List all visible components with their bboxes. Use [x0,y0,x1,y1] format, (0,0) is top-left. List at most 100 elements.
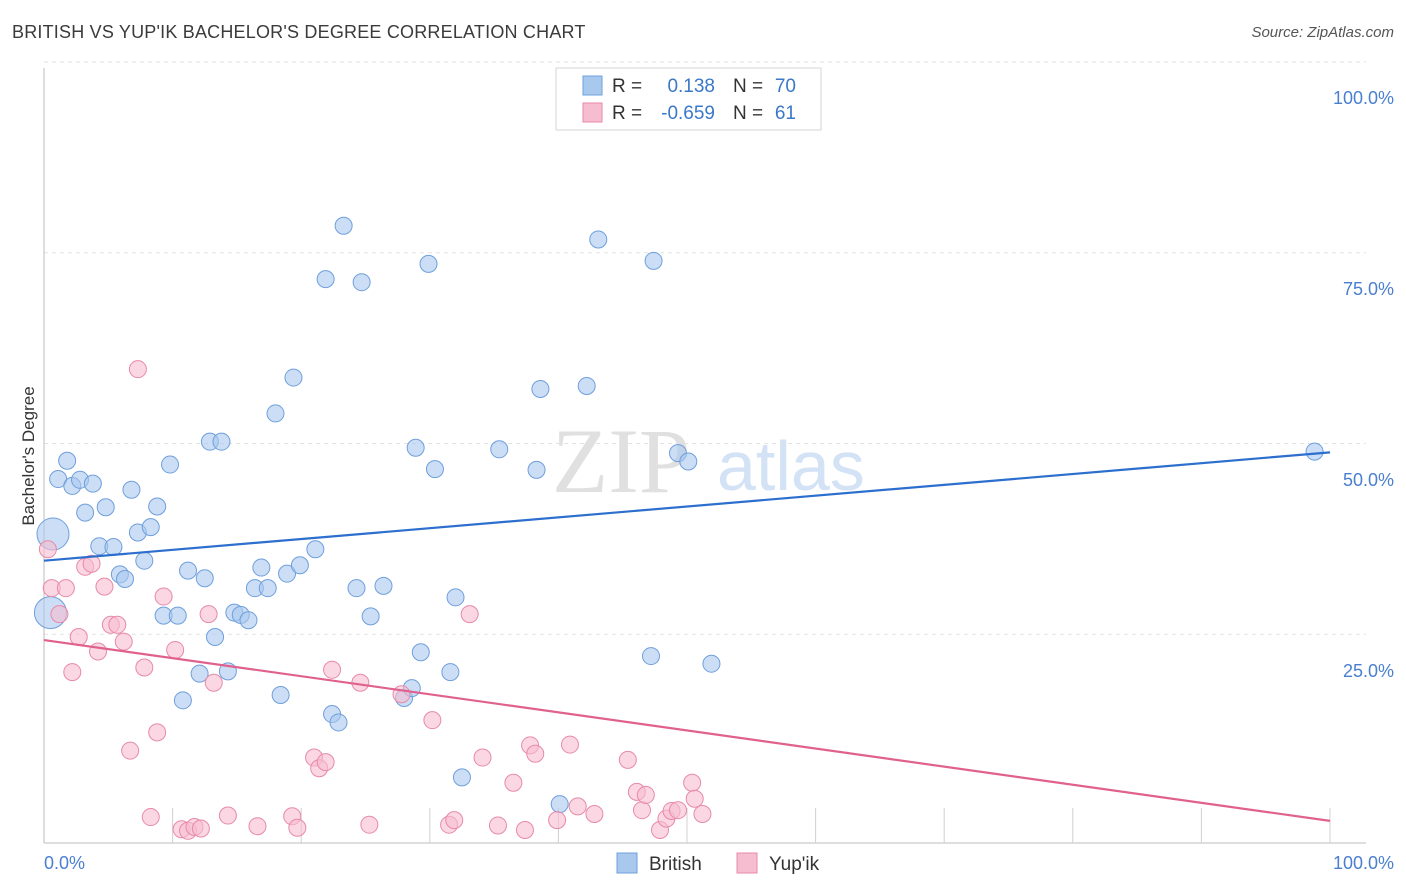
british-point [490,440,509,459]
british-point [258,579,277,598]
yupik-point [568,797,587,816]
british-point [550,795,569,814]
yupik-point [460,605,479,624]
gridlines [44,61,1366,635]
british-stats-swatch [582,75,603,96]
british-r-value: 0.138 [667,76,715,97]
british-point [641,647,660,666]
british-point [76,503,95,522]
british-point [239,611,258,630]
yupik-point [121,741,140,760]
british-point [290,556,309,575]
yupik-point [618,750,637,769]
british-point [206,627,225,646]
yupik-point [683,773,702,792]
yupik-point [154,587,173,606]
british-point [702,654,721,673]
yupik-point [392,685,411,704]
x-tick-label-100: 100.0% [1333,853,1394,873]
yupik-point [515,821,534,840]
british-r-label: R = [612,76,642,97]
yupik-point [128,360,147,379]
british-point [168,606,187,625]
british-point [679,452,698,471]
british-point [406,438,425,457]
legend-british-label: British [649,854,702,875]
british-point [374,576,393,595]
british-point [329,713,348,732]
yupik-point [166,640,185,659]
yupik-point [323,660,342,679]
chart-title: BRITISH VS YUP'IK BACHELOR'S DEGREE CORR… [12,22,586,42]
yupik-point [685,789,704,808]
y-tick-label-100: 100.0% [1333,88,1394,108]
british-point [122,480,141,499]
british-point [531,380,550,399]
x-axis-ticks [172,808,1331,843]
yupik-point [148,723,167,742]
british-point [266,404,285,423]
yupik-point [95,577,114,596]
yupik-point [135,658,154,677]
yupik-point [218,806,237,825]
british-point [284,368,303,387]
british-point [58,451,77,470]
british-point [316,270,335,289]
yupik-point [632,801,651,820]
yupik-n-label: N = [733,103,763,124]
yupik-point [69,627,88,646]
british-point [419,254,438,273]
british-point [446,588,465,607]
british-point [334,216,353,235]
yupik-point [445,811,464,830]
british-point [83,474,102,493]
legend-yupik-label: Yup'ik [769,854,820,875]
british-point [212,432,231,451]
yupik-point [56,579,75,598]
stats-box: R = 0.138 N = 70 R = -0.659 N = 61 [555,67,822,131]
british-point [278,564,297,583]
british-point [148,497,167,516]
british-point [527,460,546,479]
yupik-r-value: -0.659 [661,103,715,124]
british-point [306,540,325,559]
yupik-point [108,615,127,634]
y-tick-label-75: 75.0% [1343,279,1394,299]
legend: British Yup'ik [616,852,820,875]
yupik-point [473,748,492,767]
british-point [644,251,663,270]
watermark-atlas: atlas [717,427,865,505]
british-point [347,579,366,598]
yupik-point [360,815,379,834]
british-point [96,498,115,517]
yupik-point [526,744,545,763]
y-tick-label-50: 50.0% [1343,470,1394,490]
british-point [252,558,271,577]
british-point [361,607,380,626]
yupik-point [38,540,57,559]
yupik-point [668,801,687,820]
yupik-point [199,605,218,624]
yupik-n-value: 61 [775,103,796,124]
legend-yupik-swatch [736,852,758,874]
y-axis-title: Bachelor's Degree [19,386,38,525]
british-point [425,460,444,479]
british-point [179,561,198,580]
british-point [577,376,596,395]
yupik-trend-line [43,638,1331,822]
yupik-point [288,818,307,837]
british-point [161,455,180,474]
british-point [411,643,430,662]
yupik-point [248,817,267,836]
british-points [33,216,1324,814]
watermark-zip: ZIP [552,410,690,512]
british-point [1305,442,1324,461]
british-point [141,518,160,537]
yupik-point [204,673,223,692]
yupik-stats-swatch [582,102,603,123]
british-point [452,768,471,787]
yupik-point [63,663,82,682]
british-point [195,569,214,588]
british-point [589,230,608,249]
